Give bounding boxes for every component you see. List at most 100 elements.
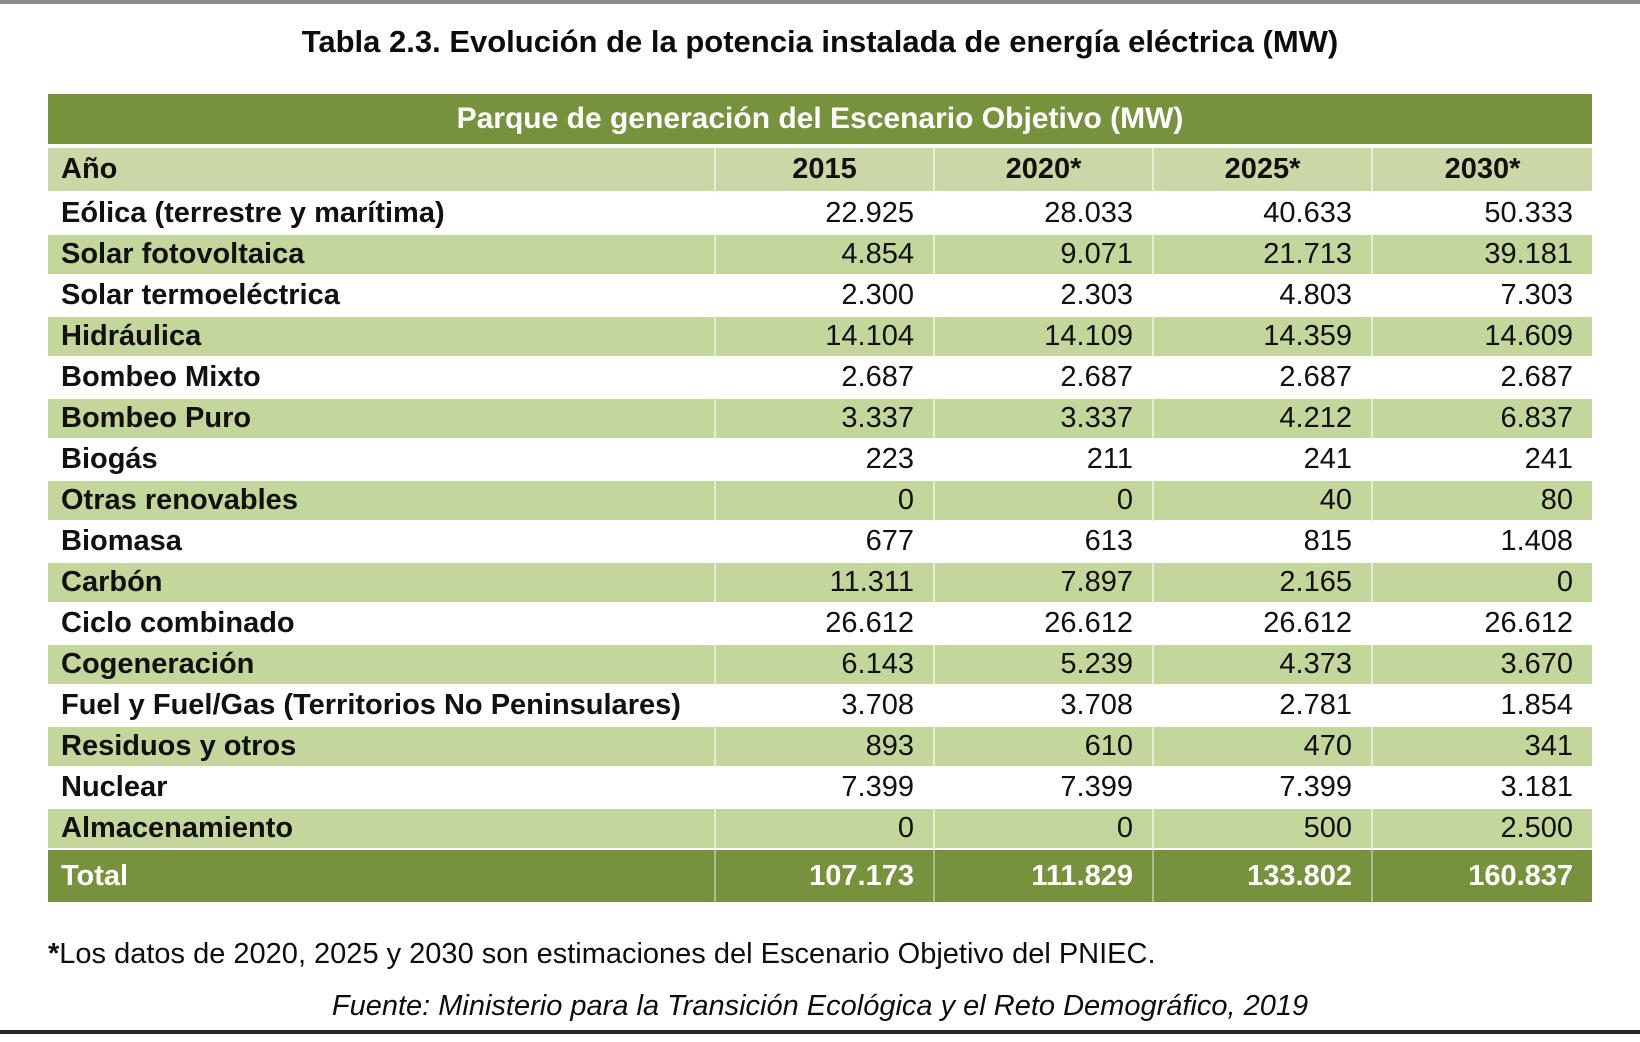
cell-2025: 26.612 xyxy=(1154,604,1373,645)
cell-2015: 3.337 xyxy=(716,399,935,440)
cell-2020: 211 xyxy=(935,440,1154,481)
cell-2015: 677 xyxy=(716,522,935,563)
table-row: Biomasa 677 613 815 1.408 xyxy=(48,522,1593,563)
cell-2015: 4.854 xyxy=(716,235,935,276)
cell-2025: 4.803 xyxy=(1154,276,1373,317)
row-label: Cogeneración xyxy=(48,645,716,686)
table-row: Bombeo Puro 3.337 3.337 4.212 6.837 xyxy=(48,399,1593,440)
cell-2030: 26.612 xyxy=(1373,604,1593,645)
table-row: Ciclo combinado 26.612 26.612 26.612 26.… xyxy=(48,604,1593,645)
table-row: Solar fotovoltaica 4.854 9.071 21.713 39… xyxy=(48,235,1593,276)
cell-2020: 3.708 xyxy=(935,686,1154,727)
cell-2015: 2.300 xyxy=(716,276,935,317)
table-row: Residuos y otros 893 610 470 341 xyxy=(48,727,1593,768)
footnote-asterisk: * xyxy=(48,938,60,970)
footnote: *Los datos de 2020, 2025 y 2030 son esti… xyxy=(48,938,1592,971)
potencia-instalada-table: Parque de generación del Escenario Objet… xyxy=(48,94,1593,902)
col-header-2015: 2015 xyxy=(716,148,935,194)
cell-2015: 6.143 xyxy=(716,645,935,686)
cell-2015: 14.104 xyxy=(716,317,935,358)
total-2030: 160.837 xyxy=(1373,850,1593,902)
row-label: Biogás xyxy=(48,440,716,481)
cell-2030: 2.687 xyxy=(1373,358,1593,399)
table-total-section: Total 107.173 111.829 133.802 160.837 xyxy=(48,850,1593,902)
cell-2015: 0 xyxy=(716,481,935,522)
cell-2020: 7.897 xyxy=(935,563,1154,604)
col-header-2020: 2020* xyxy=(935,148,1154,194)
cell-2025: 40 xyxy=(1154,481,1373,522)
table-row: Eólica (terrestre y marítima) 22.925 28.… xyxy=(48,194,1593,235)
cell-2030: 80 xyxy=(1373,481,1593,522)
cell-2030: 1.854 xyxy=(1373,686,1593,727)
table-title: Tabla 2.3. Evolución de la potencia inst… xyxy=(301,24,1339,59)
col-header-2025: 2025* xyxy=(1154,148,1373,194)
cell-2025: 7.399 xyxy=(1154,768,1373,809)
table-row: Nuclear 7.399 7.399 7.399 3.181 xyxy=(48,768,1593,809)
cell-2020: 5.239 xyxy=(935,645,1154,686)
row-label: Fuel y Fuel/Gas (Territorios No Peninsul… xyxy=(48,686,716,727)
table-row: Almacenamiento 0 0 500 2.500 xyxy=(48,809,1593,850)
cell-2015: 3.708 xyxy=(716,686,935,727)
cell-2020: 0 xyxy=(935,481,1154,522)
cell-2025: 241 xyxy=(1154,440,1373,481)
table-row: Carbón 11.311 7.897 2.165 0 xyxy=(48,563,1593,604)
cell-2025: 815 xyxy=(1154,522,1373,563)
footnote-text: Los datos de 2020, 2025 y 2030 son estim… xyxy=(59,938,1156,970)
table-header-section: Parque de generación del Escenario Objet… xyxy=(48,94,1593,194)
cell-2015: 22.925 xyxy=(716,194,935,235)
cell-2025: 21.713 xyxy=(1154,235,1373,276)
cell-2015: 223 xyxy=(716,440,935,481)
cell-2020: 9.071 xyxy=(935,235,1154,276)
row-label: Bombeo Mixto xyxy=(48,358,716,399)
row-label: Nuclear xyxy=(48,768,716,809)
cell-2015: 2.687 xyxy=(716,358,935,399)
cell-2030: 241 xyxy=(1373,440,1593,481)
cell-2020: 0 xyxy=(935,809,1154,850)
band-row: Parque de generación del Escenario Objet… xyxy=(48,94,1593,148)
cell-2025: 40.633 xyxy=(1154,194,1373,235)
row-label: Ciclo combinado xyxy=(48,604,716,645)
cell-2030: 50.333 xyxy=(1373,194,1593,235)
cell-2025: 2.781 xyxy=(1154,686,1373,727)
cell-2030: 6.837 xyxy=(1373,399,1593,440)
row-label: Otras renovables xyxy=(48,481,716,522)
row-label: Eólica (terrestre y marítima) xyxy=(48,194,716,235)
row-label: Residuos y otros xyxy=(48,727,716,768)
cell-2020: 7.399 xyxy=(935,768,1154,809)
table-row: Solar termoeléctrica 2.300 2.303 4.803 7… xyxy=(48,276,1593,317)
cell-2030: 39.181 xyxy=(1373,235,1593,276)
cell-2020: 14.109 xyxy=(935,317,1154,358)
cell-2015: 11.311 xyxy=(716,563,935,604)
bottom-divider-rule xyxy=(0,1030,1640,1034)
total-row: Total 107.173 111.829 133.802 160.837 xyxy=(48,850,1593,902)
cell-2030: 7.303 xyxy=(1373,276,1593,317)
row-label: Biomasa xyxy=(48,522,716,563)
total-2020: 111.829 xyxy=(935,850,1154,902)
cell-2015: 26.612 xyxy=(716,604,935,645)
cell-2030: 3.181 xyxy=(1373,768,1593,809)
top-divider-rule xyxy=(0,0,1640,4)
table-row: Fuel y Fuel/Gas (Territorios No Peninsul… xyxy=(48,686,1593,727)
cell-2030: 3.670 xyxy=(1373,645,1593,686)
total-label: Total xyxy=(48,850,716,902)
table-row: Bombeo Mixto 2.687 2.687 2.687 2.687 xyxy=(48,358,1593,399)
cell-2020: 3.337 xyxy=(935,399,1154,440)
row-label: Bombeo Puro xyxy=(48,399,716,440)
table-body: Eólica (terrestre y marítima) 22.925 28.… xyxy=(48,194,1593,850)
table-row: Cogeneración 6.143 5.239 4.373 3.670 xyxy=(48,645,1593,686)
band-title: Parque de generación del Escenario Objet… xyxy=(48,94,1593,148)
row-label: Almacenamiento xyxy=(48,809,716,850)
col-header-2030: 2030* xyxy=(1373,148,1593,194)
cell-2025: 470 xyxy=(1154,727,1373,768)
cell-2025: 4.212 xyxy=(1154,399,1373,440)
cell-2025: 14.359 xyxy=(1154,317,1373,358)
cell-2020: 613 xyxy=(935,522,1154,563)
total-2015: 107.173 xyxy=(716,850,935,902)
cell-2030: 341 xyxy=(1373,727,1593,768)
cell-2030: 2.500 xyxy=(1373,809,1593,850)
cell-2020: 2.303 xyxy=(935,276,1154,317)
cell-2020: 610 xyxy=(935,727,1154,768)
cell-2020: 2.687 xyxy=(935,358,1154,399)
column-header-row: Año 2015 2020* 2025* 2030* xyxy=(48,148,1593,194)
cell-2030: 0 xyxy=(1373,563,1593,604)
